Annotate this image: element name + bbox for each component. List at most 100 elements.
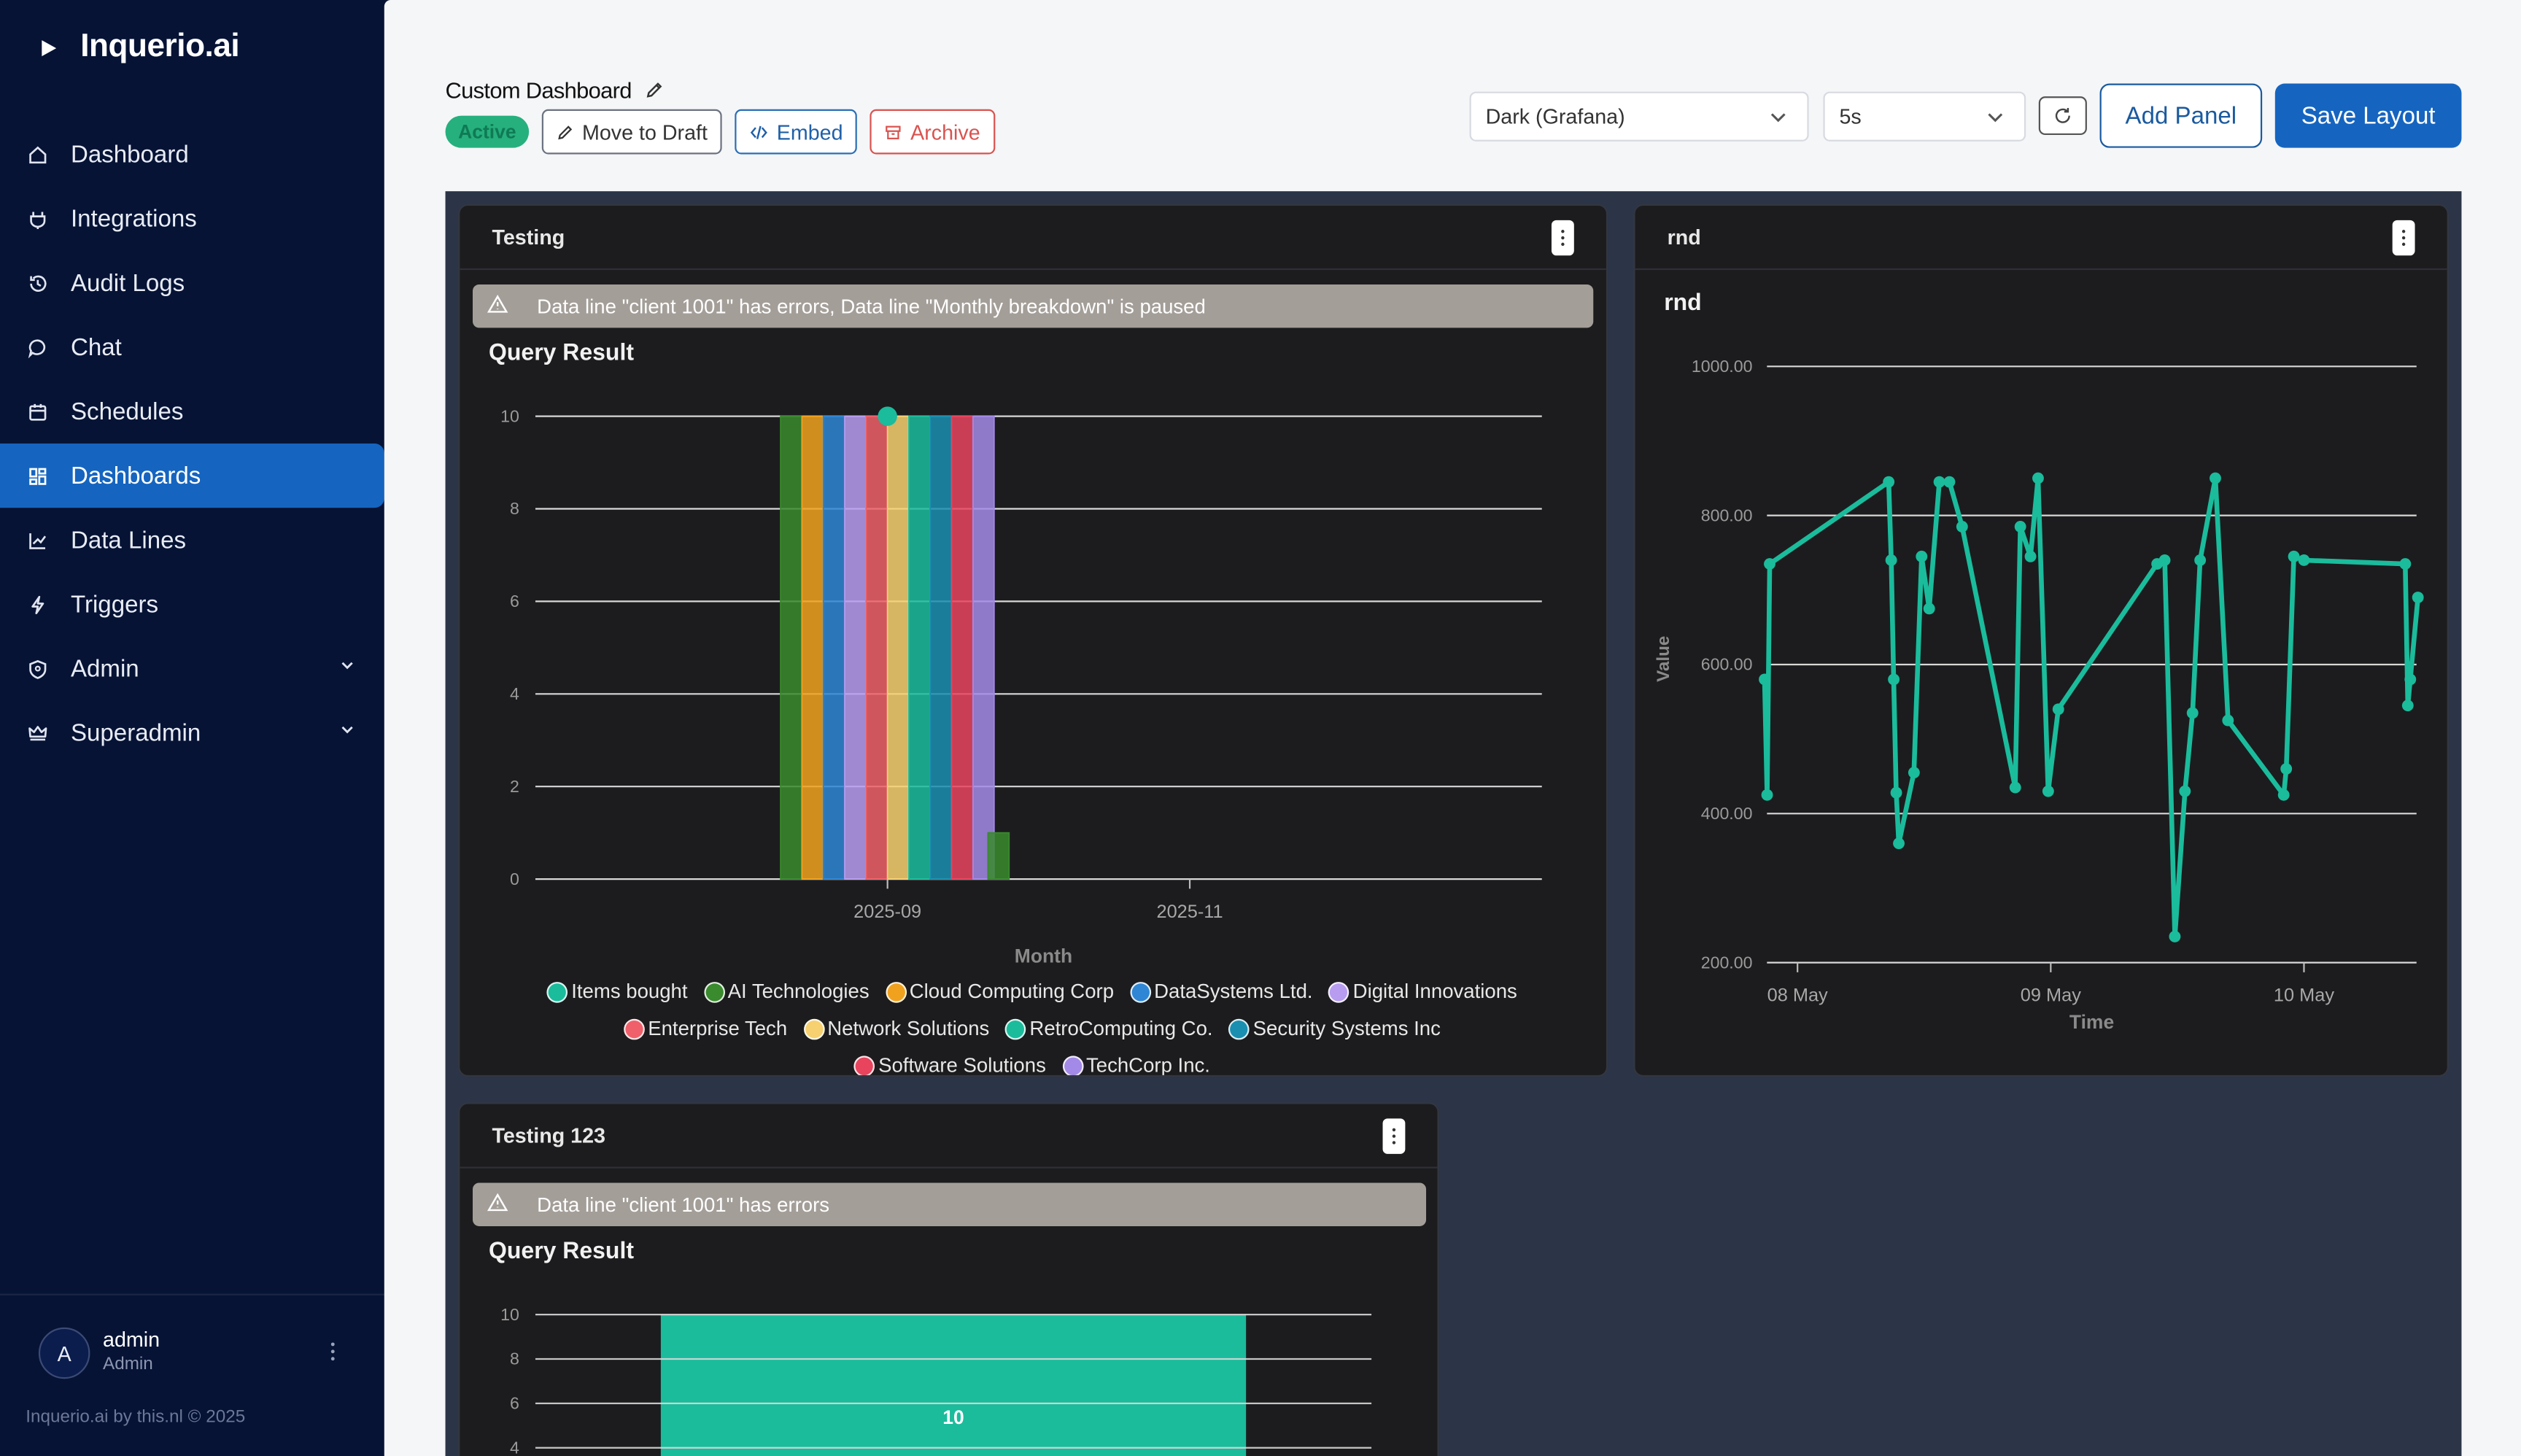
move-to-draft-button[interactable]: Move to Draft (541, 109, 722, 155)
archive-icon (886, 125, 902, 139)
data-point (2032, 472, 2044, 484)
x-tick-label: 2025-09 (853, 902, 921, 922)
y-tick-label: 1000.00 (1692, 357, 1753, 376)
page-title: Custom Dashboard (446, 77, 664, 103)
legend-item[interactable]: TechCorp Inc. (1061, 1054, 1210, 1075)
point-items-bought (878, 406, 897, 426)
sidebar-item-label: Integrations (70, 204, 197, 233)
data-point (2009, 781, 2021, 794)
y-tick-label: 600.00 (1701, 655, 1753, 674)
x-axis-title: Month (1015, 945, 1072, 967)
legend-item[interactable]: Enterprise Tech (624, 1017, 788, 1040)
pencil-icon[interactable] (644, 80, 663, 99)
sidebar-item-dashboards[interactable]: Dashboards (0, 444, 384, 508)
sidebar-item-triggers[interactable]: Triggers (0, 572, 384, 636)
theme-select[interactable]: Dark (Grafana) (1469, 91, 1809, 142)
status-actions: Active Move to Draft Embed Archive (445, 109, 995, 155)
sidebar-item-label: Schedules (70, 398, 184, 425)
chevron-down-icon (1770, 113, 1786, 123)
sidebar-item-label: Dashboards (70, 462, 201, 489)
sidebar-item-dashboard[interactable]: Dashboard (0, 122, 384, 186)
data-point (2158, 554, 2171, 566)
data-point (2288, 550, 2300, 562)
sidebar-item-schedules[interactable]: Schedules (0, 379, 384, 444)
legend-item[interactable]: Software Solutions (854, 1054, 1046, 1075)
panel-testing[interactable]: Testing Data line "client 1001" has erro… (458, 204, 1608, 1077)
legend-label: RetroComputing Co. (1029, 1017, 1213, 1040)
bar-chart-testing-123: 4 6 8 10 10 (500, 1305, 1372, 1456)
add-panel-button[interactable]: Add Panel (2099, 83, 2263, 148)
data-point (2404, 673, 2417, 686)
line-chart-rnd: rnd 200.00 400.00 600.00 800.00 1000.00 08 May… (1654, 289, 2424, 1033)
sidebar-item-superadmin[interactable]: Superadmin (0, 701, 384, 765)
brand[interactable]: Inquerio.ai (39, 29, 240, 66)
more-vertical-icon[interactable] (328, 1340, 338, 1363)
legend-swatch (624, 1018, 645, 1039)
legend-item[interactable]: DataSystems Ltd. (1130, 980, 1313, 1003)
data-point (1956, 521, 1968, 533)
legend-item[interactable]: Digital Innovations (1328, 980, 1517, 1003)
legend-label: Items bought (571, 980, 688, 1003)
bar-software-solutions (950, 415, 974, 880)
legend-label: Network Solutions (827, 1017, 990, 1040)
sidebar-item-chat[interactable]: Chat (0, 315, 384, 379)
sidebar-item-label: Admin (70, 654, 139, 683)
panel-menu-button[interactable] (2392, 220, 2415, 256)
archive-button[interactable]: Archive (870, 109, 995, 155)
save-layout-button[interactable]: Save Layout (2274, 83, 2462, 148)
chevron-down-icon (341, 662, 353, 670)
avatar[interactable]: A (38, 1327, 90, 1379)
legend-item[interactable]: Security Systems Inc (1228, 1018, 1441, 1039)
sidebar-item-audit-logs[interactable]: Audit Logs (0, 251, 384, 315)
dashboard-icon (26, 465, 48, 487)
data-point (2399, 558, 2412, 570)
sidebar-item-data-lines[interactable]: Data Lines (0, 508, 384, 572)
refresh-icon (2055, 108, 2070, 123)
x-tick-label: 10 May (2274, 985, 2334, 1006)
sidebar-item-admin[interactable]: Admin (0, 636, 384, 700)
refresh-button[interactable] (2038, 96, 2087, 136)
legend-label: Enterprise Tech (648, 1017, 788, 1040)
legend-swatch (1130, 980, 1151, 1002)
data-point (2401, 700, 2414, 712)
panel-menu-button[interactable] (1551, 220, 1574, 256)
panel-rnd[interactable]: rnd rnd 200.00 400.00 600.00 800.00 1000.00 08… (1633, 204, 2449, 1077)
warning-banner: Data line "client 1001" has errors, Data… (473, 284, 1594, 328)
warning-text: Data line "client 1001" has errors (537, 1193, 830, 1216)
legend-item[interactable]: Network Solutions (803, 1017, 990, 1040)
y-tick-label: 4 (510, 1438, 519, 1456)
legend-item[interactable]: RetroComputing Co. (1005, 1017, 1213, 1040)
legend-swatch (885, 980, 907, 1002)
bar-ai-technologies (780, 415, 802, 880)
user-name: admin (103, 1327, 160, 1352)
sidebar-item-label: Chat (70, 333, 122, 361)
panel-testing-123[interactable]: Testing 123 Data line "client 1001" has … (458, 1102, 1439, 1456)
data-point (1885, 554, 1897, 566)
bar-retrocomputing-co- (908, 415, 931, 880)
y-tick-label: 8 (510, 1349, 519, 1368)
data-point (1916, 550, 1928, 562)
legend-swatch (1328, 980, 1350, 1002)
refresh-interval-select[interactable]: 5s (1823, 91, 2026, 142)
legend-swatch (854, 1055, 875, 1075)
y-tick-label: 4 (510, 684, 519, 703)
embed-button[interactable]: Embed (735, 109, 858, 155)
chart-title: rnd (1664, 289, 1701, 315)
legend-swatch (547, 980, 568, 1002)
panel-menu-button[interactable] (1382, 1118, 1406, 1154)
data-point (1761, 789, 1773, 801)
legend-item[interactable]: Cloud Computing Corp (885, 980, 1114, 1003)
chevron-down-icon (341, 726, 353, 734)
chart-legend: Items bought AI Technologies Cloud Computi… (460, 980, 1604, 1075)
bar-security-systems-inc (929, 415, 953, 880)
query-result-title: Query Result (489, 341, 634, 367)
sidebar-item-label: Triggers (70, 590, 159, 619)
bolt-icon (26, 593, 48, 616)
x-tick-label: 08 May (1767, 985, 1828, 1006)
y-tick-label: 10 (500, 406, 519, 425)
sidebar-item-integrations[interactable]: Integrations (0, 187, 384, 251)
x-tick-label: 2025-11 (1156, 902, 1223, 922)
legend-item[interactable]: AI Technologies (703, 980, 870, 1003)
data-point (1764, 558, 1775, 570)
legend-item[interactable]: Items bought (547, 980, 688, 1003)
